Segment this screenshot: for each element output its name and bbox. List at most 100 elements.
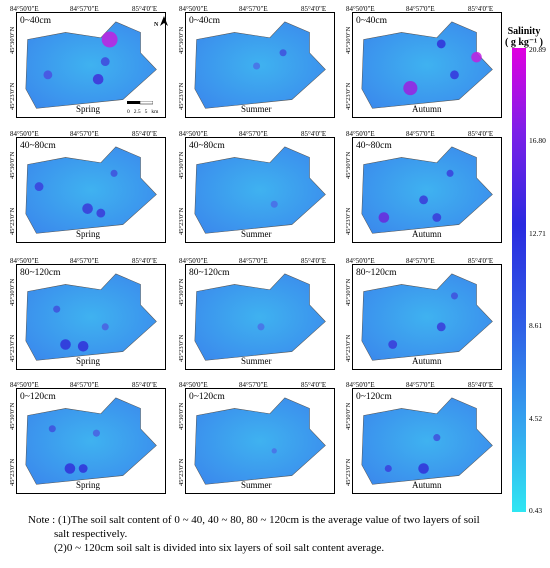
salinity-hotspot bbox=[92, 73, 104, 85]
lon-label: 84°50'0"E bbox=[10, 257, 39, 265]
lon-label: 84°57'0"E bbox=[406, 257, 435, 265]
salinity-hotspot bbox=[471, 51, 482, 63]
salinity-hotspot bbox=[92, 429, 100, 437]
legend-tick: 16.80 bbox=[529, 136, 546, 145]
lon-label: 84°50'0"E bbox=[346, 5, 375, 13]
map-panel: 84°50'0"E 84°57'0"E 85°4'0"E 45°30'0"N 4… bbox=[178, 381, 341, 500]
study-area-polygon bbox=[25, 397, 157, 485]
depth-label: 40~80cm bbox=[356, 141, 392, 151]
lon-label: 84°57'0"E bbox=[70, 381, 99, 389]
lon-label: 85°4'0"E bbox=[132, 257, 158, 265]
lat-label: 45°30'0"N bbox=[345, 402, 352, 430]
salinity-hotspot bbox=[34, 182, 44, 191]
lon-label: 85°4'0"E bbox=[468, 257, 494, 265]
season-label: Autumn bbox=[412, 104, 442, 114]
scale-bar: 0 2.5 5 km bbox=[127, 92, 158, 115]
depth-label: 40~80cm bbox=[189, 141, 225, 151]
salinity-map bbox=[194, 273, 326, 361]
lat-label: 45°30'0"N bbox=[345, 26, 352, 54]
map-panel: 84°50'0"E 84°57'0"E 85°4'0"E 45°30'0"N 4… bbox=[345, 257, 508, 376]
lat-label: 45°23'0"N bbox=[9, 207, 16, 235]
season-label: Spring bbox=[76, 356, 101, 366]
map-frame bbox=[185, 388, 335, 494]
map-frame bbox=[352, 12, 502, 118]
study-area-polygon bbox=[361, 397, 493, 485]
lat-label: 45°30'0"N bbox=[178, 151, 185, 179]
salinity-map bbox=[361, 21, 493, 109]
scale-tick: 0 bbox=[127, 109, 130, 115]
lon-label: 84°57'0"E bbox=[239, 130, 268, 138]
lon-label: 84°57'0"E bbox=[406, 130, 435, 138]
lon-label: 84°57'0"E bbox=[70, 130, 99, 138]
season-label: Autumn bbox=[412, 480, 442, 490]
salinity-map bbox=[194, 397, 326, 485]
salinity-hotspot bbox=[43, 70, 53, 80]
lon-label: 85°4'0"E bbox=[132, 381, 158, 389]
season-label: Summer bbox=[241, 229, 272, 239]
salinity-hotspot bbox=[450, 292, 458, 300]
study-area-polygon bbox=[194, 273, 326, 361]
salinity-hotspot bbox=[48, 425, 56, 433]
map-frame bbox=[352, 137, 502, 243]
salinity-hotspot bbox=[388, 340, 398, 349]
legend-tick: 4.52 bbox=[529, 414, 543, 423]
legend-title-label: Salinity bbox=[507, 26, 541, 37]
lon-label: 84°57'0"E bbox=[70, 5, 99, 13]
salinity-hotspot bbox=[110, 169, 118, 177]
salinity-hotspot bbox=[432, 213, 442, 222]
map-panel: 84°50'0"E 84°57'0"E 85°4'0"E 45°30'0"N 4… bbox=[178, 257, 341, 376]
season-label: Spring bbox=[76, 104, 101, 114]
lon-label: 84°57'0"E bbox=[406, 381, 435, 389]
depth-label: 0~120cm bbox=[189, 392, 225, 402]
lat-label: 45°23'0"N bbox=[178, 82, 185, 110]
map-frame bbox=[185, 12, 335, 118]
scale-tick: 2.5 bbox=[133, 109, 141, 115]
lon-label: 85°4'0"E bbox=[301, 381, 327, 389]
salinity-hotspot bbox=[450, 70, 459, 80]
salinity-hotspot bbox=[378, 212, 390, 223]
salinity-map bbox=[194, 21, 326, 109]
lon-label: 84°50'0"E bbox=[10, 130, 39, 138]
depth-label: 80~120cm bbox=[20, 268, 61, 278]
lat-label: 45°23'0"N bbox=[345, 458, 352, 486]
lon-label: 84°57'0"E bbox=[239, 5, 268, 13]
lat-label: 45°23'0"N bbox=[9, 82, 16, 110]
legend-unit-label: ( g kg⁻¹ ) bbox=[505, 37, 543, 48]
lat-label: 45°30'0"N bbox=[9, 278, 16, 306]
map-frame bbox=[352, 388, 502, 494]
depth-label: 0~40cm bbox=[189, 16, 220, 26]
depth-label: 0~120cm bbox=[356, 392, 392, 402]
depth-label: 0~120cm bbox=[20, 392, 56, 402]
map-frame bbox=[185, 264, 335, 370]
lat-label: 45°23'0"N bbox=[178, 334, 185, 362]
map-frame bbox=[16, 12, 166, 118]
lat-label: 45°30'0"N bbox=[178, 278, 185, 306]
lat-label: 45°23'0"N bbox=[345, 207, 352, 235]
legend-tick: 0.43 bbox=[529, 506, 543, 515]
map-frame bbox=[185, 137, 335, 243]
season-label: Summer bbox=[241, 356, 272, 366]
salinity-hotspot bbox=[446, 169, 454, 177]
map-panel: 84°50'0"E 84°57'0"E 85°4'0"E 45°30'0"N 4… bbox=[345, 5, 508, 124]
study-area-polygon bbox=[361, 21, 493, 109]
salinity-hotspot bbox=[436, 39, 446, 49]
map-panel: 84°50'0"E 84°57'0"E 85°4'0"E 45°30'0"N 4… bbox=[345, 130, 508, 249]
salinity-hotspot bbox=[436, 322, 446, 332]
salinity-hotspot bbox=[77, 340, 89, 352]
salinity-hotspot bbox=[53, 305, 61, 313]
lat-label: 45°23'0"N bbox=[345, 82, 352, 110]
salinity-hotspot bbox=[257, 323, 265, 331]
note-line-2: salt respectively. bbox=[54, 528, 128, 540]
map-frame bbox=[16, 388, 166, 494]
map-frame bbox=[16, 264, 166, 370]
salinity-hotspot bbox=[78, 464, 88, 473]
legend-tick: 12.71 bbox=[529, 229, 546, 238]
lat-label: 45°30'0"N bbox=[178, 402, 185, 430]
map-panel: 84°50'0"E 84°57'0"E 85°4'0"E 45°30'0"N 4… bbox=[345, 381, 508, 500]
salinity-hotspot bbox=[419, 195, 428, 205]
lon-label: 85°4'0"E bbox=[301, 130, 327, 138]
salinity-hotspot bbox=[82, 203, 93, 214]
salinity-hotspot bbox=[270, 200, 278, 208]
depth-label: 80~120cm bbox=[189, 268, 230, 278]
depth-label: 0~40cm bbox=[356, 16, 387, 26]
